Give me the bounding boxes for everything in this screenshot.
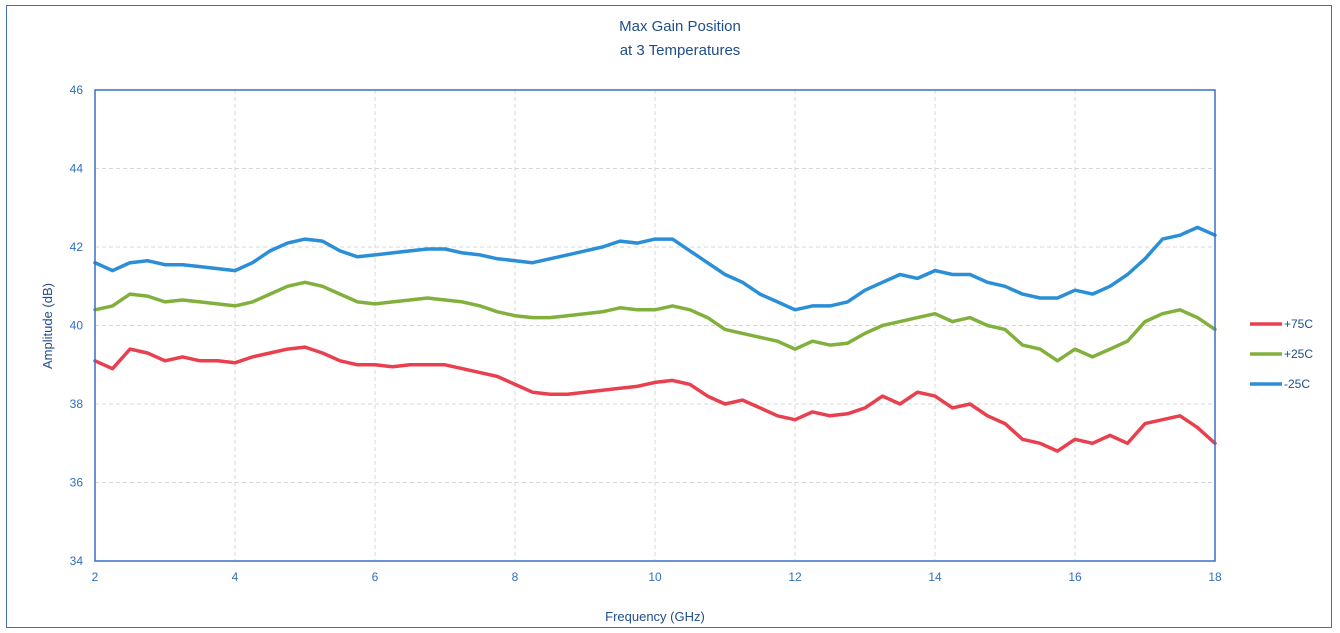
y-tick-label: 36	[70, 476, 84, 490]
plot-area-border	[94, 89, 1216, 562]
legend-label: +75C	[1284, 317, 1313, 331]
series-line-25c	[93, 225, 1217, 312]
grid-lines	[94, 89, 1216, 562]
legend-label: +25C	[1284, 347, 1313, 361]
x-tick-label: 12	[788, 570, 802, 584]
y-tick-label: 42	[70, 240, 84, 254]
series-lines	[93, 225, 1217, 453]
y-axis-ticks: 34 36 38 40 42 44 46	[70, 83, 84, 568]
y-tick-label: 40	[70, 319, 84, 333]
x-axis-ticks: 2 4 6 8 10 12 14 16 18	[92, 570, 1222, 584]
x-tick-label: 18	[1208, 570, 1222, 584]
series-line-25c	[93, 280, 1217, 363]
x-tick-label: 14	[928, 570, 942, 584]
x-tick-label: 10	[648, 570, 662, 584]
y-tick-label: 38	[70, 397, 84, 411]
x-tick-label: 2	[92, 570, 99, 584]
chart-frame	[6, 5, 1332, 628]
y-tick-label: 34	[70, 554, 84, 568]
y-tick-label: 44	[70, 162, 84, 176]
y-tick-label: 46	[70, 83, 84, 97]
x-tick-label: 16	[1068, 570, 1082, 584]
chart-title: Max Gain Position	[619, 18, 741, 35]
y-axis-title: Amplitude (dB)	[40, 283, 55, 369]
legend: +75C +25C -25C	[1250, 317, 1313, 391]
series-line-75c	[93, 345, 1217, 453]
x-tick-label: 8	[512, 570, 519, 584]
x-tick-label: 4	[232, 570, 239, 584]
x-tick-label: 6	[372, 570, 379, 584]
x-axis-title: Frequency (GHz)	[605, 609, 705, 624]
chart-subtitle: at 3 Temperatures	[620, 42, 741, 59]
legend-label: -25C	[1284, 377, 1310, 391]
